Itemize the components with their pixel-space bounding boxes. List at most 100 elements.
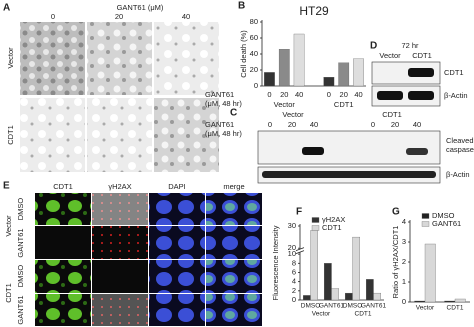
treatment-label: (μM, 48 hr) xyxy=(205,129,242,138)
x-tick-label: 40 xyxy=(295,90,303,99)
panel-label: F xyxy=(296,207,302,218)
row-label: CDT1 xyxy=(6,125,15,145)
bar xyxy=(293,33,305,87)
chart-title: HT29 xyxy=(299,4,329,18)
group-label: CDT1 xyxy=(4,283,13,303)
y-tick-label: 20 xyxy=(288,243,296,252)
bar xyxy=(331,288,339,301)
x-tick-label: 20 xyxy=(280,90,288,99)
x-tick-label: 0 xyxy=(327,90,331,99)
micrograph xyxy=(154,22,219,95)
blot-band xyxy=(262,171,436,178)
y-tick-label: 10 xyxy=(288,249,296,258)
y-tick-label: 20 xyxy=(250,65,258,74)
y-tick-label: 1 xyxy=(402,277,406,286)
y-tick-label: 4 xyxy=(292,277,296,286)
bar xyxy=(338,62,350,87)
micrograph xyxy=(206,294,262,326)
panel-label: A xyxy=(3,3,10,14)
y-tick-label: 80 xyxy=(250,17,258,26)
x-tick-label: GANT61 xyxy=(361,303,387,310)
y-tick-label: 8 xyxy=(292,258,296,267)
panel-label: D xyxy=(370,41,377,52)
y-tick-label: 30 xyxy=(288,221,296,230)
y-tick-label: 3 xyxy=(402,237,406,246)
x-tick-label: 40 xyxy=(354,90,362,99)
bar xyxy=(344,292,353,301)
band-label: caspase-3 xyxy=(446,145,474,154)
y-tick-label: 4 xyxy=(402,217,406,226)
column-label: γH2AX xyxy=(108,182,131,191)
micrograph xyxy=(149,294,205,326)
blot-band xyxy=(406,148,428,155)
y-tick-label: 0 xyxy=(292,295,296,304)
micrograph xyxy=(35,226,91,259)
panel-label: G xyxy=(392,207,400,218)
blot-band xyxy=(302,147,324,155)
bar xyxy=(444,300,456,303)
micrograph xyxy=(35,260,91,293)
bar xyxy=(454,298,466,303)
row-label: GANT61 xyxy=(16,295,25,324)
dose-label: 40 xyxy=(310,120,318,129)
legend-swatch xyxy=(421,221,430,227)
micrograph xyxy=(87,98,152,172)
group-label: CDT1 xyxy=(334,100,354,109)
x-axis-label: (μM, 48 hr) xyxy=(205,99,242,108)
bar xyxy=(373,292,381,301)
group-label: Vector xyxy=(4,215,13,237)
micrograph xyxy=(154,98,219,172)
micrograph xyxy=(35,193,91,225)
lane-label: CDT1 xyxy=(412,51,432,60)
time-label: 72 hr xyxy=(401,41,419,50)
micrograph xyxy=(20,98,85,172)
micrograph xyxy=(149,226,205,259)
group-label: CDT1 xyxy=(382,110,402,119)
x-tick-label: CDT1 xyxy=(447,305,464,312)
micrograph xyxy=(92,294,148,326)
column-label: merge xyxy=(223,182,244,191)
y-axis-label: Cell death (%) xyxy=(239,30,248,78)
y-axis-label: Fluorescence Intensity xyxy=(271,225,280,300)
panel-label: C xyxy=(230,108,237,119)
x-tick-label: 20 xyxy=(340,90,348,99)
micrograph xyxy=(92,193,148,225)
micrograph xyxy=(87,22,152,95)
y-tick-label: 2 xyxy=(402,257,406,266)
bar xyxy=(310,230,318,301)
x-tick-label: 0 xyxy=(267,90,271,99)
column-label: 20 xyxy=(115,12,123,21)
dose-label: 40 xyxy=(413,120,421,129)
legend-label: γH2AX xyxy=(322,215,345,224)
y-tick-label: 6 xyxy=(292,267,296,276)
legend-swatch xyxy=(421,213,430,219)
x-tick-label: DMSO xyxy=(343,303,363,310)
bar xyxy=(414,300,426,303)
blot-band xyxy=(408,68,434,77)
bar xyxy=(302,295,311,301)
group-label: Vector xyxy=(274,100,296,109)
bar xyxy=(352,236,360,301)
micrograph xyxy=(149,193,205,225)
band-label: Cleaved xyxy=(446,136,474,145)
y-axis-label: Ratio of γH2AX/CDT1 xyxy=(391,226,400,299)
band-label: β-Actin xyxy=(446,170,470,179)
bar xyxy=(424,243,436,303)
row-label: DMSO xyxy=(16,198,25,221)
column-label: 40 xyxy=(182,12,190,21)
micrograph-grid xyxy=(35,193,262,326)
y-tick-label: 2 xyxy=(292,286,296,295)
group-label: CDT1 xyxy=(355,311,372,318)
group-label: Vector xyxy=(282,110,304,119)
bar xyxy=(323,77,335,87)
bar xyxy=(365,279,374,301)
column-label: 0 xyxy=(51,12,55,21)
legend-label: DMSO xyxy=(432,211,455,220)
axis-break-mark xyxy=(295,250,305,255)
dose-label: 0 xyxy=(268,120,272,129)
group-label: Vector xyxy=(312,311,331,318)
row-label: Vector xyxy=(6,47,15,69)
lane-label: Vector xyxy=(379,51,401,60)
